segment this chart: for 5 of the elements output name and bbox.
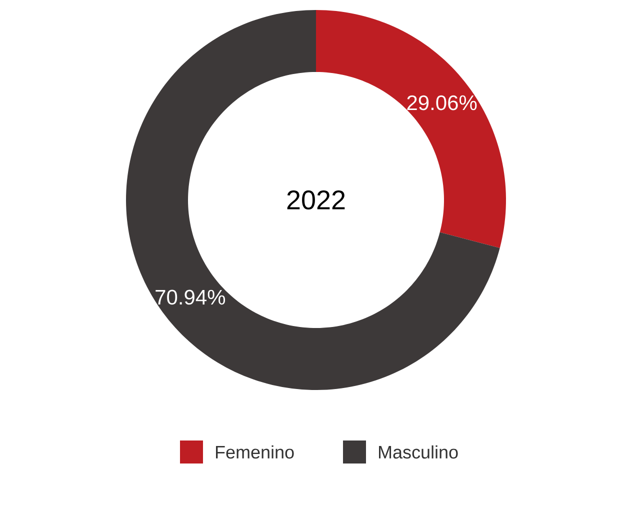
legend-label: Masculino xyxy=(379,445,458,459)
legend-label: Femenino xyxy=(216,445,294,459)
data-label: 29.06% xyxy=(407,95,477,110)
text: 2022 xyxy=(287,190,345,210)
data-label: 70.94% xyxy=(156,290,226,305)
